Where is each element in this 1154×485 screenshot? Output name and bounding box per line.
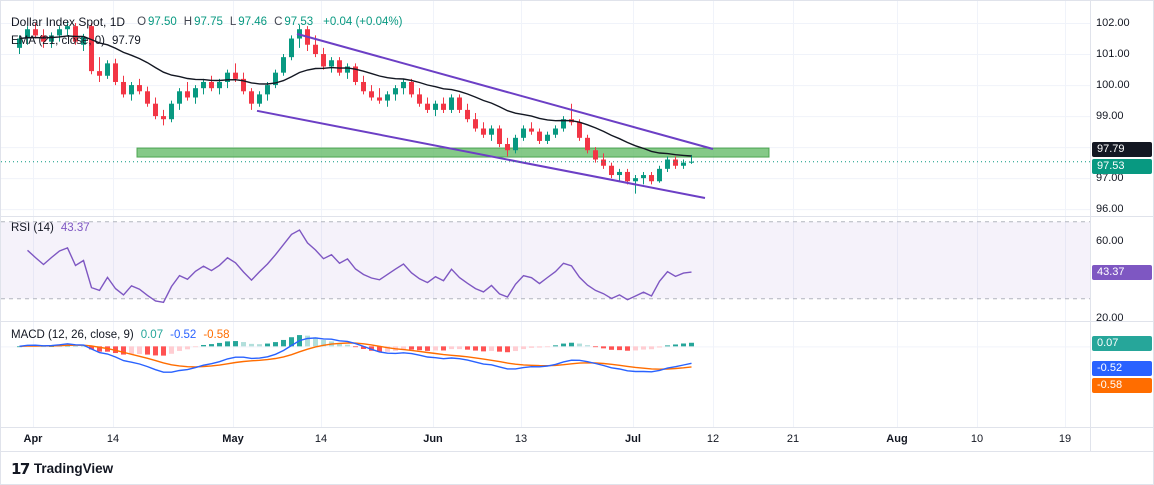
macd-line-badge: -0.52 [1092,360,1152,376]
low-label: L [229,15,237,28]
macd-signal-value: -0.58 [203,329,230,341]
high-label: H [183,15,193,28]
price-axis-label: 102.00 [1096,17,1130,30]
close-label: C [274,15,283,28]
rsi-indicator-label[interactable]: RSI (14) [11,222,54,234]
low-value: 97.46 [238,15,268,28]
macd-hist-value: 0.07 [140,329,164,341]
ohlc-values: O 97.50 H 97.75 L 97.46 C 97.53 [132,16,313,28]
time-axis-label: 14 [106,433,120,445]
time-axis-label: 12 [706,433,720,445]
symbol-row: Dollar Index Spot, 1D O 97.50 H 97.75 L … [11,12,402,31]
close-value: 97.53 [284,15,314,28]
rsi-value-badge: 43.37 [1092,265,1152,281]
time-axis-label: 19 [1058,433,1072,445]
rsi-legend: RSI (14) 43.37 [11,222,90,234]
main-legend: Dollar Index Spot, 1D O 97.50 H 97.75 L … [11,12,402,50]
macd-legend: MACD (12, 26, close, 9) 0.07 -0.52 -0.58 [11,329,230,341]
time-axis-label: 21 [786,433,800,445]
change-value: +0.04 (+0.04%) [323,15,403,28]
open-label: O [137,15,147,28]
price-axis-label: 101.00 [1096,48,1130,61]
open-value: 97.50 [148,15,177,28]
tradingview-mark-icon: 17 [11,459,30,478]
ema-row: EMA (21, close, 0) 97.79 [11,31,402,50]
symbol-title[interactable]: Dollar Index Spot, 1D [11,14,126,29]
macd-indicator-label[interactable]: MACD (12, 26, close, 9) [11,329,134,341]
ema-indicator-label[interactable]: EMA (21, close, 0) [11,34,105,47]
ema-indicator-value: 97.79 [111,34,141,47]
high-value: 97.75 [194,15,223,28]
last-price-badge: 97.53 [1092,158,1152,174]
macd-line-value: -0.52 [170,329,197,341]
time-axis-label: 10 [970,433,984,445]
time-axis-label: Jul [625,433,641,445]
ema-price-badge: 97.79 [1092,141,1152,157]
time-axis-label: 14 [314,433,328,445]
footer-bar: 17 TradingView [1,452,1153,484]
tradingview-wordmark: TradingView [33,461,114,476]
rsi-indicator-value: 43.37 [60,222,90,234]
price-axis-label: 97.00 [1096,172,1124,185]
price-axis-label: 96.00 [1096,203,1124,216]
macd-hist-badge: 0.07 [1092,335,1152,351]
time-axis-label: Aug [886,433,908,445]
tradingview-logo[interactable]: 17 TradingView [11,460,113,478]
rsi-axis-label: 20.00 [1096,311,1124,324]
time-axis-label: May [222,433,244,445]
price-axis-label: 100.00 [1096,79,1130,92]
price-axis-label: 99.00 [1096,110,1124,123]
time-axis-label: Apr [23,433,43,445]
time-axis-label: 13 [514,433,528,445]
rsi-axis-label: 60.00 [1096,235,1124,248]
time-axis-label: Jun [423,433,443,445]
macd-signal-badge: -0.58 [1092,377,1152,393]
